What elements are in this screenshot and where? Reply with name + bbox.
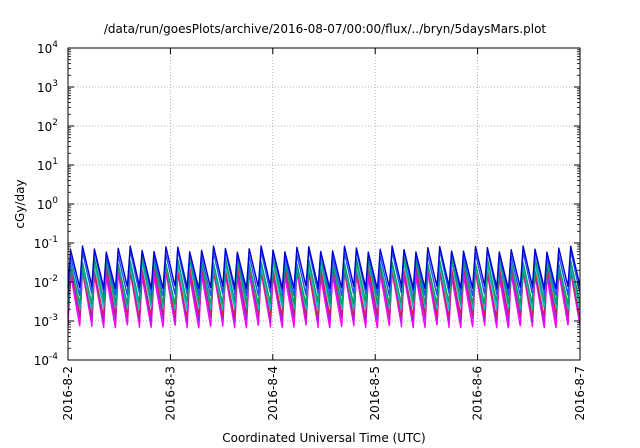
x-tick-label: 2016-8-7	[573, 366, 587, 420]
y-tick-labels: 10-4 10-3 10-2 10-1 100 101 102 103 104	[34, 40, 59, 368]
y-tick-label: 104	[37, 40, 58, 56]
y-axis-label: cGy/day	[13, 179, 27, 228]
data-series	[67, 245, 581, 329]
y-tick-label: 10-4	[34, 352, 59, 368]
series-line	[67, 245, 581, 290]
y-tick-label: 101	[37, 157, 58, 173]
y-tick-label: 102	[37, 118, 58, 134]
y-tick-label: 103	[37, 79, 58, 95]
x-tick-label: 2016-8-3	[163, 366, 177, 420]
x-axis-label: Coordinated Universal Time (UTC)	[222, 431, 425, 445]
y-tick-label: 10-1	[34, 235, 58, 251]
axis-ticks	[67, 47, 581, 361]
chart-title: /data/run/goesPlots/archive/2016-08-07/0…	[104, 22, 547, 36]
x-tick-label: 2016-8-4	[266, 366, 280, 420]
x-tick-label: 2016-8-5	[368, 366, 382, 420]
x-tick-labels: 2016-8-2 2016-8-3 2016-8-4 2016-8-5 2016-8-6…	[61, 366, 587, 420]
x-tick-label: 2016-8-6	[471, 366, 485, 420]
x-tick-label: 2016-8-2	[61, 366, 75, 420]
y-tick-label: 100	[37, 196, 58, 212]
y-tick-label: 10-2	[34, 274, 58, 290]
y-tick-label: 10-3	[34, 313, 58, 329]
